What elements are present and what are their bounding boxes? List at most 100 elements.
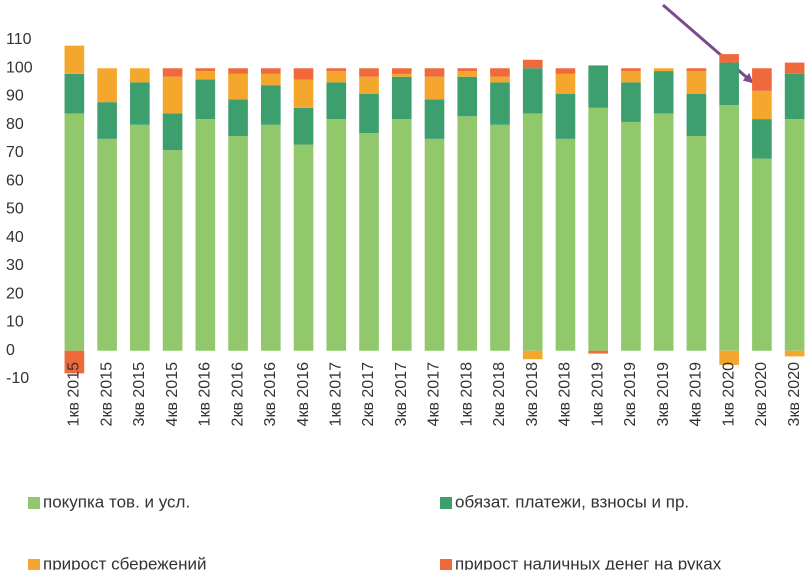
bar-segment xyxy=(162,150,183,351)
bar-segment xyxy=(195,71,216,80)
bar-segment xyxy=(64,45,85,74)
x-tick-label: 4кв 2019 xyxy=(688,362,705,427)
bar-segment xyxy=(588,107,609,351)
x-tick-label: 1кв 2016 xyxy=(197,362,214,427)
x-tick-label: 4кв 2018 xyxy=(557,362,574,427)
bar-segment xyxy=(522,350,543,360)
x-tick-label: 3кв 2015 xyxy=(131,362,148,427)
bar-segment xyxy=(260,124,281,351)
bar-segment xyxy=(621,71,641,83)
bar-segment xyxy=(162,76,183,114)
x-tick-label: 1кв 2015 xyxy=(66,362,83,427)
x-tick-label: 4кв 2015 xyxy=(164,362,181,427)
bar-segment xyxy=(391,73,412,77)
y-tick-label: 50 xyxy=(6,201,24,218)
bar-segment xyxy=(555,68,576,74)
legend-label: покупка тов. и усл. xyxy=(43,492,190,511)
bar-segment xyxy=(260,68,281,74)
x-tick-label: 1кв 2018 xyxy=(458,362,475,427)
legend-swatch xyxy=(440,559,452,570)
x-tick-label: 2кв 2019 xyxy=(622,362,639,427)
bar-segment xyxy=(228,73,248,100)
bar-segment xyxy=(293,79,314,108)
y-tick-label: 40 xyxy=(6,229,24,246)
bar-segment xyxy=(719,350,739,365)
bar-segment xyxy=(195,119,216,351)
bar-segment xyxy=(293,68,314,80)
bar-segment xyxy=(97,68,117,103)
bar-segment xyxy=(326,71,347,83)
bar-segment xyxy=(653,113,674,351)
y-tick-label: 80 xyxy=(6,116,24,133)
bar-segment xyxy=(457,68,478,72)
bar-segment xyxy=(686,68,707,72)
bar-segment xyxy=(752,119,772,159)
bar-segment xyxy=(621,68,641,72)
x-tick-label: 4кв 2017 xyxy=(426,362,443,427)
bar-segment xyxy=(293,144,314,351)
bar-segment xyxy=(64,73,85,114)
bar-segment xyxy=(293,107,314,145)
x-tick-label: 3кв 2019 xyxy=(655,362,672,427)
bar-segment xyxy=(359,93,379,134)
bar-segment xyxy=(359,76,379,94)
bar-segment xyxy=(424,76,445,100)
bar-segment xyxy=(621,121,641,351)
bar-segment xyxy=(719,104,739,351)
x-tick-label: 3кв 2020 xyxy=(786,362,803,427)
bar-segment xyxy=(260,85,281,125)
bar-segment xyxy=(162,113,183,151)
bar-segment xyxy=(391,76,412,120)
legend-label: прирост наличных денег на руках xyxy=(455,554,722,570)
bar-segment xyxy=(686,136,707,351)
y-tick-label: 20 xyxy=(6,285,24,302)
bar-segment xyxy=(97,102,117,139)
bar-segment xyxy=(555,138,576,351)
y-tick-label: 100 xyxy=(6,59,33,76)
y-tick-label: 0 xyxy=(6,342,15,359)
bar-segment xyxy=(522,113,543,351)
bar-segment xyxy=(326,82,347,120)
x-tick-label: 2кв 2015 xyxy=(98,362,115,427)
bar-segment xyxy=(228,68,248,74)
bar-segment xyxy=(784,350,805,357)
bar-segment xyxy=(555,93,576,139)
bar-segment xyxy=(64,350,85,374)
bar-segment xyxy=(686,71,707,94)
y-tick-label: 90 xyxy=(6,88,24,105)
legend-swatch xyxy=(28,497,40,509)
x-tick-label: 4кв 2016 xyxy=(295,362,312,427)
bar-segment xyxy=(784,119,805,351)
bar-segment xyxy=(228,136,248,351)
legend-swatch xyxy=(440,497,452,509)
bar-segment xyxy=(752,90,772,120)
y-tick-label: -10 xyxy=(6,370,29,387)
bar-segment xyxy=(588,65,609,108)
bar-segment xyxy=(621,82,641,122)
x-tick-label: 2кв 2018 xyxy=(491,362,508,427)
x-tick-label: 3кв 2017 xyxy=(393,362,410,427)
bar-segment xyxy=(64,113,85,351)
bar-segment xyxy=(555,73,576,94)
bar-segment xyxy=(130,68,150,83)
bar-segment xyxy=(457,116,478,351)
bar-segment xyxy=(326,119,347,351)
bar-segment xyxy=(490,82,510,125)
x-tick-label: 2кв 2017 xyxy=(360,362,377,427)
bar-segment xyxy=(195,68,216,72)
bar-segment xyxy=(490,68,510,77)
bar-segment xyxy=(130,124,150,351)
bar-segment xyxy=(784,62,805,74)
bar-segment xyxy=(719,62,739,105)
bar-segment xyxy=(653,68,674,72)
bar-segment xyxy=(522,59,543,69)
bar-segment xyxy=(457,76,478,117)
bar-segment xyxy=(424,138,445,351)
y-tick-label: 60 xyxy=(6,172,24,189)
bar-segment xyxy=(391,68,412,74)
bar-segment xyxy=(424,99,445,139)
legend-label: прирост сбережений xyxy=(43,554,207,570)
bar-segment xyxy=(260,73,281,86)
y-tick-label: 30 xyxy=(6,257,24,274)
